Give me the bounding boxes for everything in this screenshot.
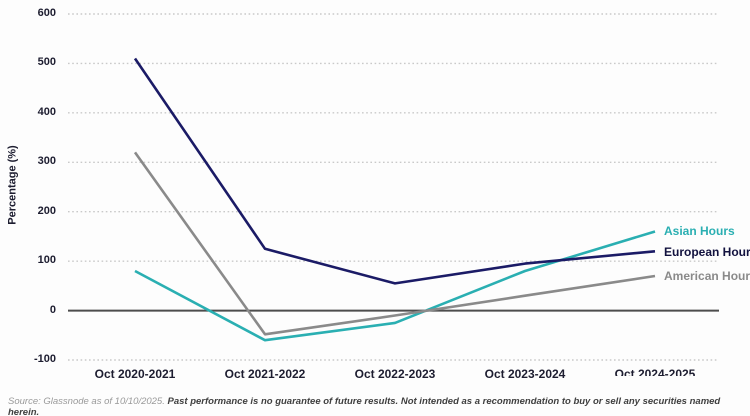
series-line-european-hours <box>133 57 656 285</box>
x-label-3: Oct 2022-2023 <box>354 367 436 381</box>
source-note: Source: Glassnode as of 10/10/2025. Past… <box>8 396 748 416</box>
y-tick-200: 200 <box>37 204 56 217</box>
series-line-american-hours <box>133 151 656 336</box>
legend-american-hours: American Hours <box>664 269 750 283</box>
legend-asian-hours: Asian Hours <box>664 224 735 238</box>
x-label-5: Oct 2024-2025 <box>614 367 696 376</box>
y-tick-300: 300 <box>37 155 56 168</box>
y-tick--100: -100 <box>33 353 56 365</box>
series-line-asian-hours <box>134 230 656 342</box>
x-label-1: Oct 2020-2021 <box>94 367 176 381</box>
legend-european-hours: European Hours <box>664 245 750 259</box>
y-tick-600: 600 <box>37 7 56 19</box>
y-axis-title: Percentage (%) <box>6 145 19 225</box>
y-tick-500: 500 <box>37 56 56 69</box>
source-prefix: Source: Glassnode as of 10/10/2025. <box>8 396 168 407</box>
y-tick-0: 0 <box>49 303 56 316</box>
y-tick-400: 400 <box>37 105 56 118</box>
source-disclaimer: Past performance is no guarantee of futu… <box>8 396 721 416</box>
x-label-4: Oct 2023-2024 <box>484 367 566 381</box>
x-label-2: Oct 2021-2022 <box>224 367 306 381</box>
y-tick-100: 100 <box>37 254 56 267</box>
